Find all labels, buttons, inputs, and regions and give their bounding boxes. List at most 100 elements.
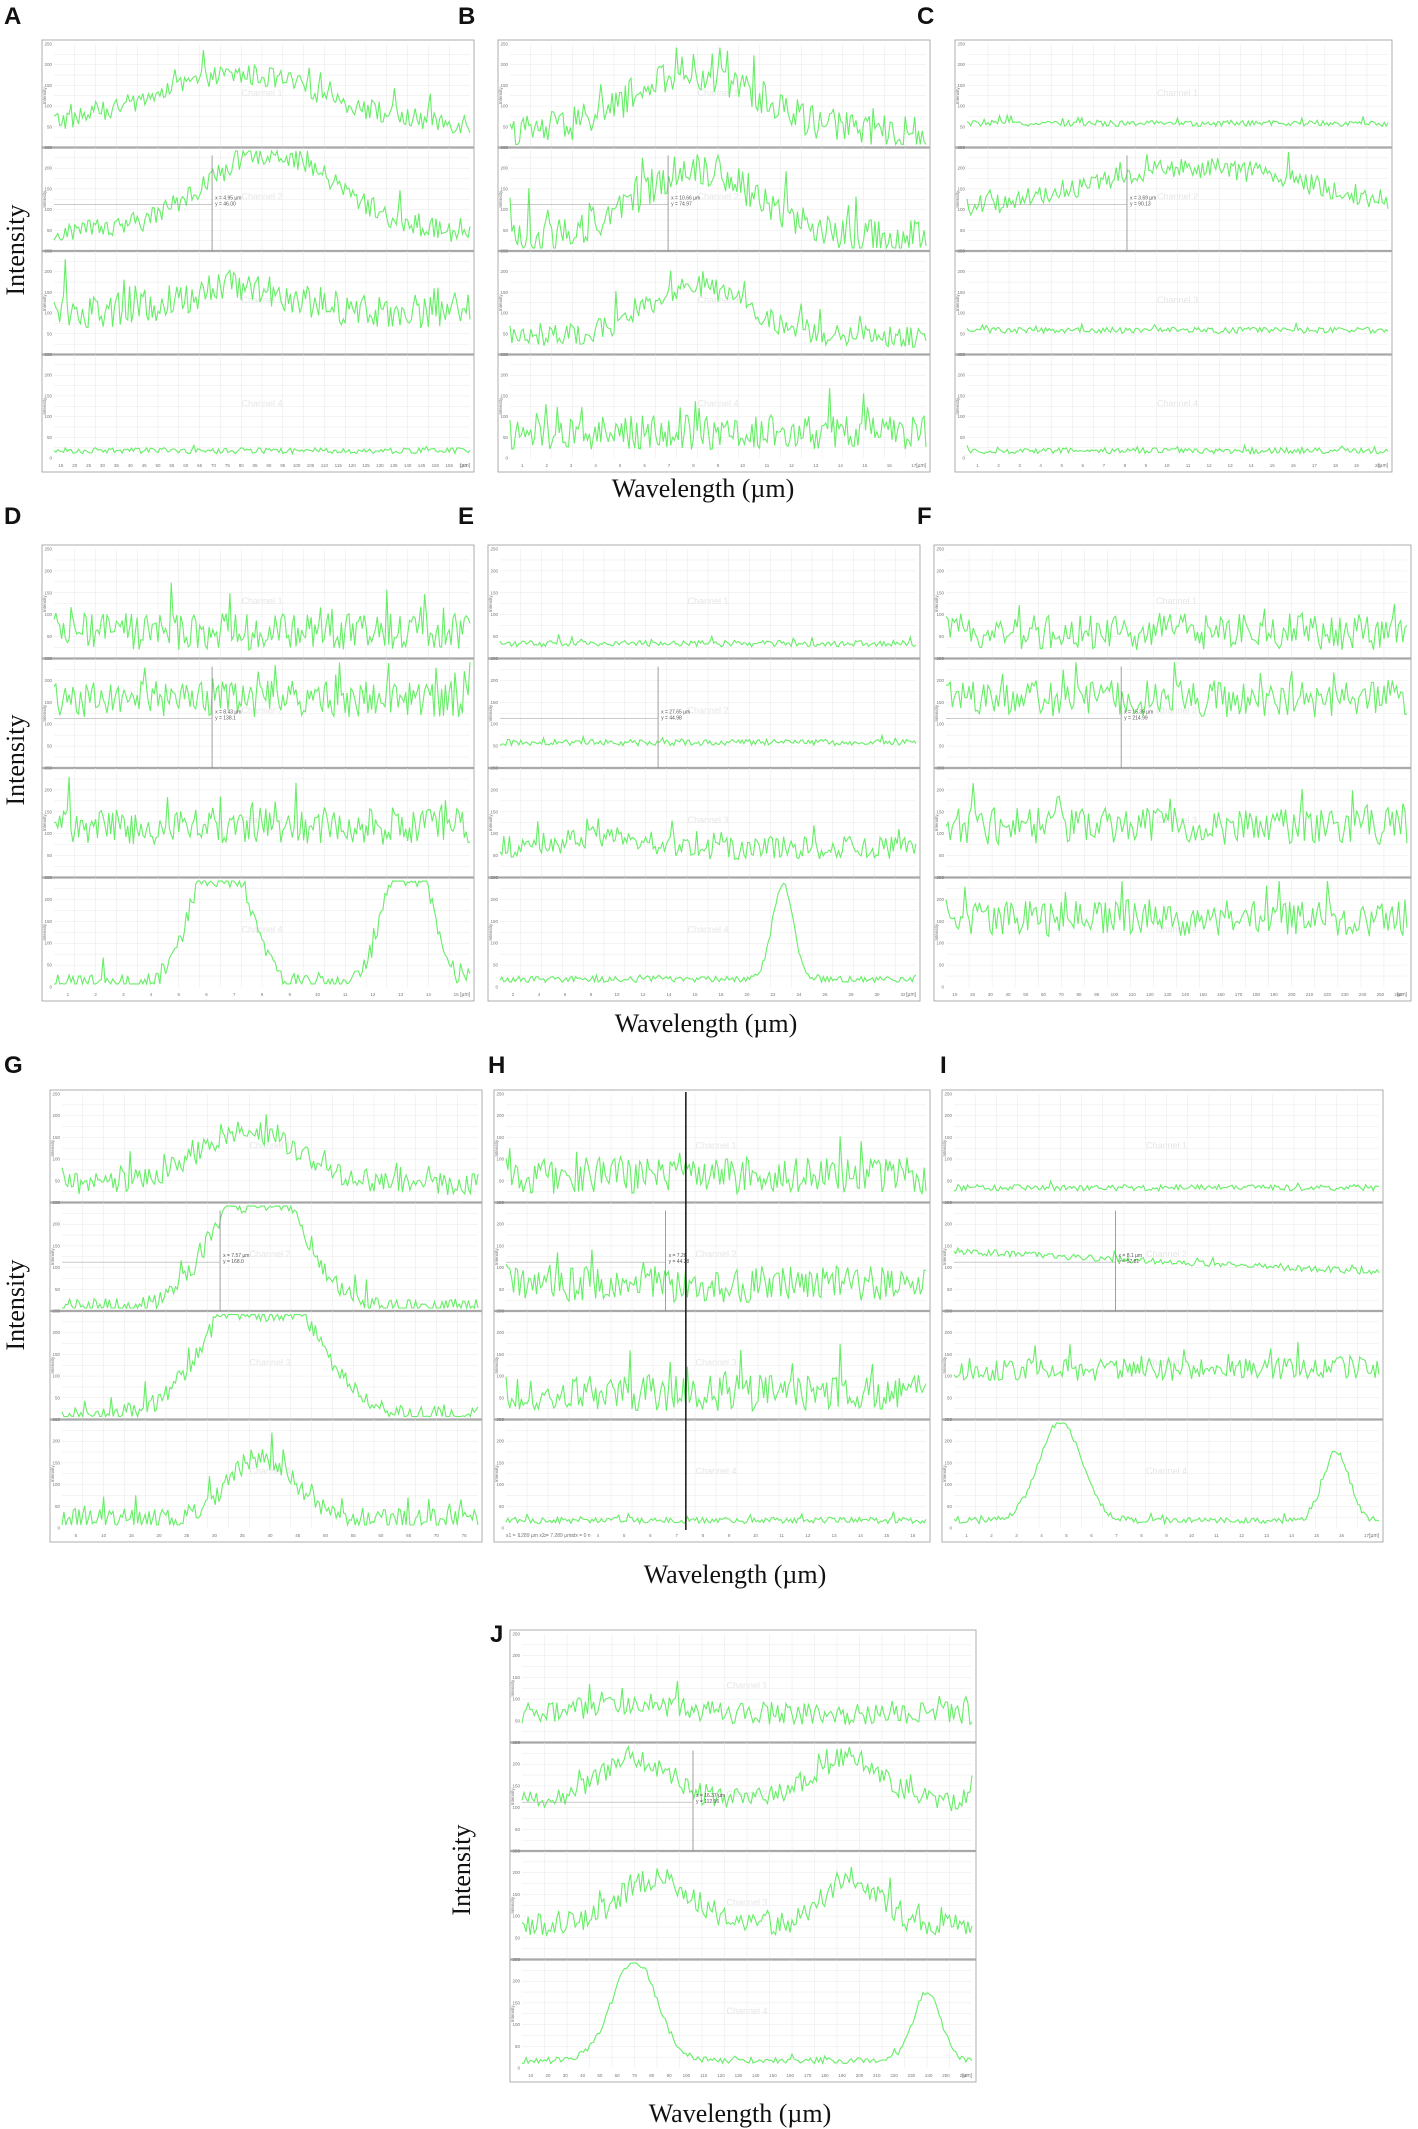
cursor-label: y = 168.0 xyxy=(223,1259,244,1265)
x-tick-label: 17 xyxy=(911,463,917,468)
x-tick-label: 9 xyxy=(288,992,291,997)
x-tick-label: 9 xyxy=(1165,1533,1168,1538)
watermark: Channel 1 xyxy=(249,1140,290,1150)
series-line xyxy=(53,582,471,651)
subplot-y-label: Intensity xyxy=(955,190,960,208)
watermark: Channel 1 xyxy=(1157,88,1198,98)
x-tick-label: 130 xyxy=(1164,992,1172,997)
y-tick-label: 100 xyxy=(944,1157,952,1162)
subplot-y-label: Intensity xyxy=(955,87,960,105)
x-tick-label: 10 xyxy=(753,1533,759,1538)
y-tick-label: 150 xyxy=(500,83,508,88)
y-tick-label: 250 xyxy=(496,1309,504,1314)
y-tick-label: 250 xyxy=(936,547,944,552)
x-tick-label: 8 xyxy=(261,992,264,997)
y-tick-label: 0 xyxy=(49,985,52,990)
x-tick-label: 16 xyxy=(692,992,698,997)
x-tick-label: 11 xyxy=(343,992,348,997)
x-tick-label: 210 xyxy=(1306,992,1314,997)
watermark: Channel 1 xyxy=(695,1140,736,1150)
y-tick-label: 250 xyxy=(500,352,508,357)
subplot-y-label: Intensity xyxy=(488,814,493,832)
series-line xyxy=(509,388,927,451)
x-tick-label: 14 xyxy=(426,992,432,997)
y-tick-label: 200 xyxy=(512,1762,520,1767)
x-tick-label: 5 xyxy=(178,992,181,997)
y-tick-label: 100 xyxy=(936,612,944,617)
cursor-label: x = 7.28 xyxy=(669,1253,687,1259)
x-tick-label: 5 xyxy=(75,1533,78,1538)
x-tick-label: 2 xyxy=(94,992,97,997)
x-tick-label: 20 xyxy=(1375,463,1381,468)
y-tick-label: 0 xyxy=(517,2066,520,2071)
x-tick-label: 180 xyxy=(821,2073,829,2078)
subplot-y-label: Intensity xyxy=(42,814,47,832)
watermark: Channel 3 xyxy=(1146,1357,1187,1367)
y-tick-label: 50 xyxy=(47,744,53,749)
cursor-label: y = 44.98 xyxy=(661,715,682,721)
x-tick-label: 1 xyxy=(965,1533,968,1538)
x-tick-label: 120 xyxy=(717,2073,725,2078)
y-tick-label: 50 xyxy=(503,331,509,336)
x-tick-label: 70 xyxy=(632,2073,638,2078)
y-tick-label: 150 xyxy=(44,83,52,88)
y-tick-label: 100 xyxy=(957,207,965,212)
panel-H: H050100150200250IntensityChannel 1050100… xyxy=(488,1052,931,1543)
x-tick-label: 20 xyxy=(72,463,78,468)
x-tick-label: 32 xyxy=(900,992,906,997)
x-tick-label: 50 xyxy=(323,1533,329,1538)
x-tick-label: 8 xyxy=(1124,463,1127,468)
x-unit-label: [µm] xyxy=(962,2073,972,2079)
y-axis-title-J: Intensity xyxy=(447,1825,476,1916)
y-tick-label: 150 xyxy=(944,1460,952,1465)
subplot-y-label: Intensity xyxy=(50,1139,55,1157)
y-tick-label: 50 xyxy=(47,634,53,639)
series-line xyxy=(966,321,1389,335)
x-tick-label: 110 xyxy=(321,463,329,468)
y-tick-label: 250 xyxy=(490,547,498,552)
x-tick-label: 65 xyxy=(406,1533,412,1538)
x-tick-label: 250 xyxy=(1377,992,1385,997)
series-line xyxy=(953,1179,1380,1193)
x-axis-title-H: Wavelength (µm) xyxy=(644,1560,827,1589)
x-tick-label: 2 xyxy=(997,463,1000,468)
panel-E: E050100150200250IntensityChannel 1050100… xyxy=(458,503,921,1002)
y-tick-label: 50 xyxy=(47,228,53,233)
x-tick-label: 55 xyxy=(351,1533,357,1538)
y-tick-label: 150 xyxy=(52,1135,60,1140)
y-tick-label: 100 xyxy=(944,1482,952,1487)
y-tick-label: 100 xyxy=(500,414,508,419)
x-tick-label: 10 xyxy=(101,1533,107,1538)
series-line xyxy=(53,149,471,242)
series-line xyxy=(53,662,471,718)
subplot-y-label: Intensity xyxy=(934,814,939,832)
subplot: 0 50 100 150 200 250 Intensity Channel 4 xyxy=(498,352,927,461)
y-tick-label: 100 xyxy=(500,104,508,109)
panel-B: B050100150200250IntensityChannel 1050100… xyxy=(458,3,931,473)
y-tick-label: 250 xyxy=(496,1417,504,1422)
x-tick-label: 6 xyxy=(564,992,567,997)
y-tick-label: 100 xyxy=(512,1697,520,1702)
series-line xyxy=(505,1511,927,1526)
subplot-y-label: Intensity xyxy=(942,1356,947,1374)
y-tick-label: 200 xyxy=(490,787,498,792)
x-tick-label: 130 xyxy=(735,2073,743,2078)
watermark: Channel 2 xyxy=(1156,705,1197,715)
series-line xyxy=(505,1249,927,1304)
series-line xyxy=(945,662,1408,718)
panel-letter: I xyxy=(940,1052,947,1079)
x-tick-label: 6 xyxy=(643,463,646,468)
x-tick-label: 7 xyxy=(668,463,671,468)
subplot-y-label: Intensity xyxy=(510,1679,515,1697)
x-tick-label: 100 xyxy=(683,2073,691,2078)
y-tick-label: 50 xyxy=(55,1504,61,1509)
x-tick-label: 4 xyxy=(1039,463,1042,468)
subplot: 0 50 100 150 200 250 Intensity Channel 4 xyxy=(934,875,1408,990)
y-tick-label: 150 xyxy=(512,1892,520,1897)
x-tick-label: 30 xyxy=(100,463,106,468)
subplot-y-label: Intensity xyxy=(50,1356,55,1374)
